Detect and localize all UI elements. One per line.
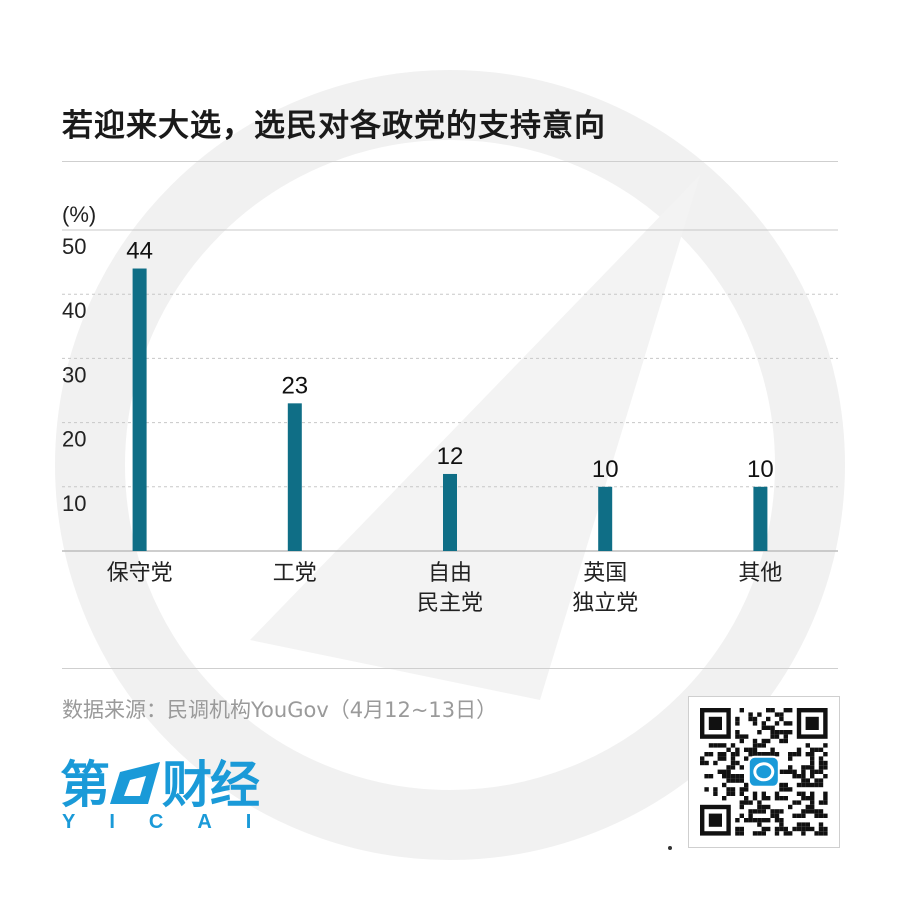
data-source: 数据来源：民调机构YouGov（4月12~13日） — [62, 698, 498, 722]
x-category-label: 英国 — [583, 560, 627, 585]
bar — [598, 486, 613, 551]
y-tick-label: 40 — [62, 298, 86, 323]
y-tick-label: 20 — [62, 427, 86, 452]
data-label: 23 — [281, 372, 308, 399]
x-category-label: 工党 — [273, 560, 317, 585]
y-tick-label: 30 — [62, 362, 86, 387]
y-tick-label: 50 — [62, 234, 86, 259]
bar — [753, 486, 768, 551]
svg-text:第: 第 — [60, 757, 109, 813]
yicai-logo: 第 财经 YICAI — [60, 757, 285, 832]
x-category-label: 自由 — [428, 560, 472, 585]
svg-text:YICAI: YICAI — [62, 811, 285, 832]
bar — [443, 473, 457, 551]
bar — [132, 268, 147, 551]
title-divider — [62, 161, 838, 162]
chart-title: 若迎来大选，选民对各政党的支持意向 — [62, 108, 606, 144]
x-category-label: 保守党 — [107, 560, 173, 585]
x-category-label: 独立党 — [572, 590, 638, 615]
data-label: 10 — [592, 456, 619, 483]
data-label: 44 — [126, 238, 153, 265]
y-tick-label: 10 — [62, 491, 86, 516]
x-category-label: 民主党 — [417, 590, 483, 615]
bars — [132, 268, 768, 551]
x-category-label: 其他 — [738, 560, 782, 585]
y-axis-unit: (%) — [62, 202, 96, 227]
bar — [287, 403, 302, 551]
data-label: 10 — [747, 456, 774, 483]
decorative-dot — [668, 846, 672, 850]
qr-code[interactable] — [688, 696, 840, 848]
source-divider — [62, 668, 838, 669]
svg-text:财经: 财经 — [162, 757, 260, 813]
data-label: 12 — [437, 443, 464, 470]
